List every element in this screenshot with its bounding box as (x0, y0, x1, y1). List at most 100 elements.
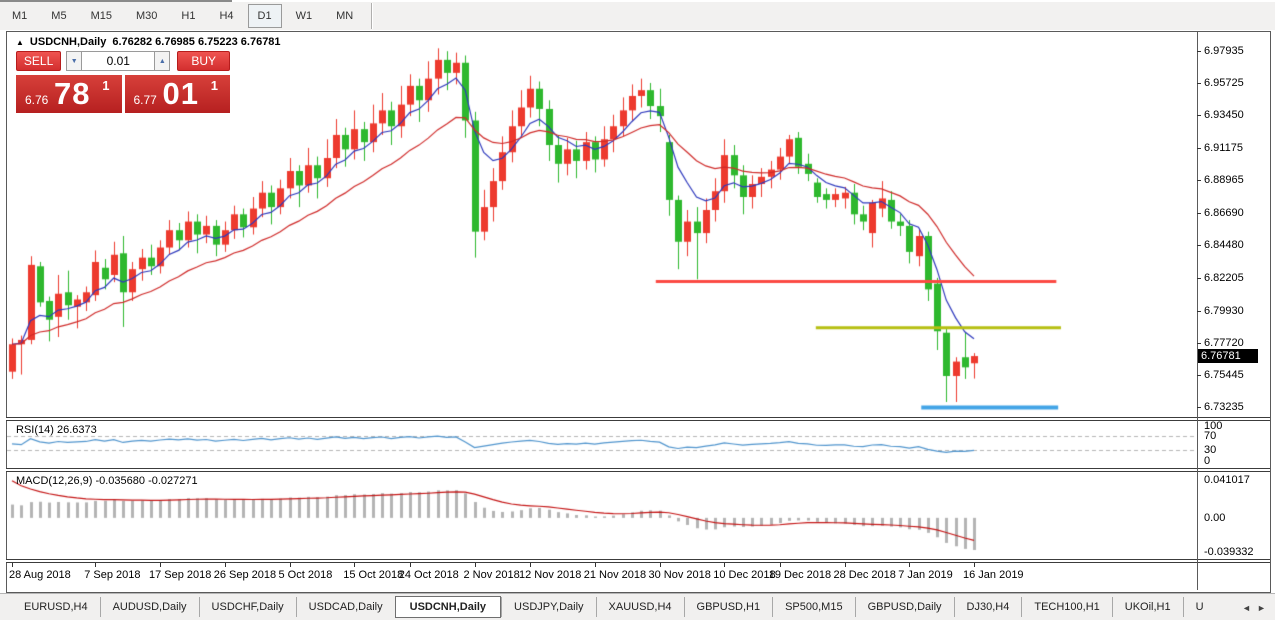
price-axis-label: 6.77720 (1204, 336, 1244, 349)
date-tick (224, 563, 226, 567)
price-axis-tick (1197, 115, 1201, 117)
timeframe-button-m15[interactable]: M15 (90, 10, 112, 22)
collapse-icon[interactable]: ▲ (16, 37, 24, 47)
sell-button[interactable]: SELL (16, 51, 62, 71)
date-tick (409, 563, 411, 567)
chart-tab-sp500-m15[interactable]: SP500,M15 (772, 597, 854, 617)
timeframe-button-w1[interactable]: W1 (295, 10, 313, 22)
date-label: 26 Sep 2018 (213, 569, 277, 581)
price-axis-tick (1197, 148, 1201, 150)
date-tick (594, 563, 596, 567)
chart-tab-gbpusd-h1[interactable]: GBPUSD,H1 (683, 597, 773, 617)
sell-price-pipette: 1 (102, 78, 110, 93)
date-label: 17 Sep 2018 (149, 569, 212, 581)
timeframe-button-m5[interactable]: M5 (51, 10, 67, 22)
rsi-indicator-canvas[interactable] (7, 421, 1196, 467)
rsi-axis-label: 0 (1204, 454, 1211, 467)
chart-symbol-label: USDCNH,Daily (29, 36, 107, 48)
chart-tab-usdcad-daily[interactable]: USDCAD,Daily (295, 597, 395, 617)
buy-price-prefix: 6.77 (133, 93, 157, 107)
date-label: 5 Oct 2018 (278, 569, 333, 581)
date-tick (779, 563, 781, 567)
chart-tab-gbpusd-daily[interactable]: GBPUSD,Daily (854, 597, 954, 617)
buy-button[interactable]: BUY (177, 51, 230, 71)
date-tick (474, 563, 476, 567)
price-axis-label: 6.91175 (1204, 142, 1243, 155)
chart-tab-xauusd-h4[interactable]: XAUUSD,H4 (595, 597, 684, 617)
date-label: 19 Dec 2018 (768, 569, 832, 581)
timeframe-button-d1[interactable]: D1 (247, 4, 282, 28)
panel-splitter[interactable] (6, 468, 1270, 472)
macd-axis-label: 0.00 (1204, 511, 1226, 524)
buy-quote-box[interactable]: 6.77 01 1 (124, 75, 230, 113)
date-tick (909, 563, 911, 567)
price-axis-tick (1197, 180, 1201, 182)
price-axis-tick (1197, 213, 1201, 215)
price-axis-tick (1197, 82, 1201, 84)
date-tick (659, 563, 661, 567)
chart-tab-eurusd-h4[interactable]: EURUSD,H4 (24, 601, 88, 613)
chart-tab-dj30-h4[interactable]: DJ30,H4 (953, 597, 1022, 617)
price-axis-tick (1197, 50, 1201, 52)
price-axis-tick (1197, 277, 1201, 279)
price-axis-label: 6.79930 (1204, 304, 1244, 317)
timeframe-button-h1[interactable]: H1 (181, 10, 196, 22)
price-axis-tick (1197, 375, 1201, 377)
tab-scroll-left-icon[interactable]: ◄ (1242, 603, 1251, 613)
price-axis-label: 6.75445 (1204, 369, 1244, 382)
date-tick (95, 563, 97, 567)
chart-tab-bar: EURUSD,H4 AUDUSD,Daily USDCHF,Daily USDCAD,… (0, 593, 1275, 620)
tab-scroll-right-icon[interactable]: ► (1257, 603, 1266, 613)
sell-price-prefix: 6.76 (25, 93, 49, 107)
chart-tab-tech100-h1[interactable]: TECH100,H1 (1021, 597, 1111, 617)
buy-price-big: 01 (162, 76, 199, 111)
date-label: 10 Dec 2018 (713, 569, 776, 581)
price-axis-label: 6.95725 (1204, 76, 1244, 89)
date-label: 7 Jan 2019 (898, 569, 953, 581)
date-label: 21 Nov 2018 (583, 569, 647, 581)
volume-input[interactable] (82, 51, 155, 71)
price-axis-label: 6.73235 (1204, 401, 1244, 414)
date-label: 2 Nov 2018 (463, 569, 520, 581)
date-label: 28 Dec 2018 (833, 569, 896, 581)
chart-tab-usdcnh-daily[interactable]: USDCNH,Daily (394, 596, 502, 618)
buy-price-pipette: 1 (210, 78, 218, 93)
date-label: 12 Nov 2018 (519, 569, 582, 581)
macd-title: MACD(12,26,9) -0.035680 -0.027271 (16, 475, 198, 487)
volume-decrease-button[interactable]: ▼ (66, 51, 83, 71)
price-axis-tick (1197, 342, 1201, 344)
chart-title-bar: ▲ USDCNH,Daily 6.76282 6.76985 6.75223 6… (16, 36, 281, 48)
one-click-trading-panel: SELL ▼ ▲ BUY 6.76 78 1 6.77 01 1 (16, 51, 230, 113)
panel-splitter[interactable] (6, 559, 1270, 563)
macd-indicator-canvas[interactable] (7, 472, 1196, 558)
rsi-axis-label: 70 (1204, 430, 1217, 443)
date-tick (974, 563, 975, 567)
chart-tab-u[interactable]: U (1182, 597, 1216, 617)
date-tick (530, 563, 531, 567)
panel-splitter[interactable] (6, 417, 1270, 421)
chart-tab-ukoil-h1[interactable]: UKOil,H1 (1111, 597, 1183, 617)
chart-ohlc-values: 6.76282 6.76985 6.75223 6.76781 (112, 36, 281, 48)
trade-quotes-row: 6.76 78 1 6.77 01 1 (16, 75, 230, 113)
price-axis-label: 6.93450 (1204, 109, 1244, 122)
sell-quote-box[interactable]: 6.76 78 1 (16, 75, 122, 113)
price-axis-label: 6.82205 (1204, 271, 1244, 284)
rsi-axis-label: 100 (1204, 420, 1223, 432)
volume-increase-button[interactable]: ▲ (154, 51, 171, 71)
rsi-title: RSI(14) 26.6373 (16, 424, 97, 436)
trade-controls-row: SELL ▼ ▲ BUY (16, 51, 230, 71)
toolbar-separator (371, 3, 374, 29)
timeframe-button-mn[interactable]: MN (336, 10, 354, 22)
macd-axis-label: 0.041017 (1204, 474, 1250, 486)
date-label: 24 Oct 2018 (398, 569, 459, 581)
date-tick (354, 563, 356, 567)
price-axis-tick (1197, 244, 1201, 246)
timeframe-button-m30[interactable]: M30 (135, 10, 158, 22)
chart-tab-audusd-daily[interactable]: AUDUSD,Daily (99, 597, 199, 617)
chart-tab-usdchf-daily[interactable]: USDCHF,Daily (198, 597, 296, 617)
price-axis-label: 6.88965 (1204, 174, 1244, 187)
timeframe-button-h4[interactable]: H4 (219, 10, 234, 22)
chart-tab-usdjpy-daily[interactable]: USDJPY,Daily (501, 597, 596, 617)
timeframe-button-m1[interactable]: M1 (12, 10, 28, 22)
